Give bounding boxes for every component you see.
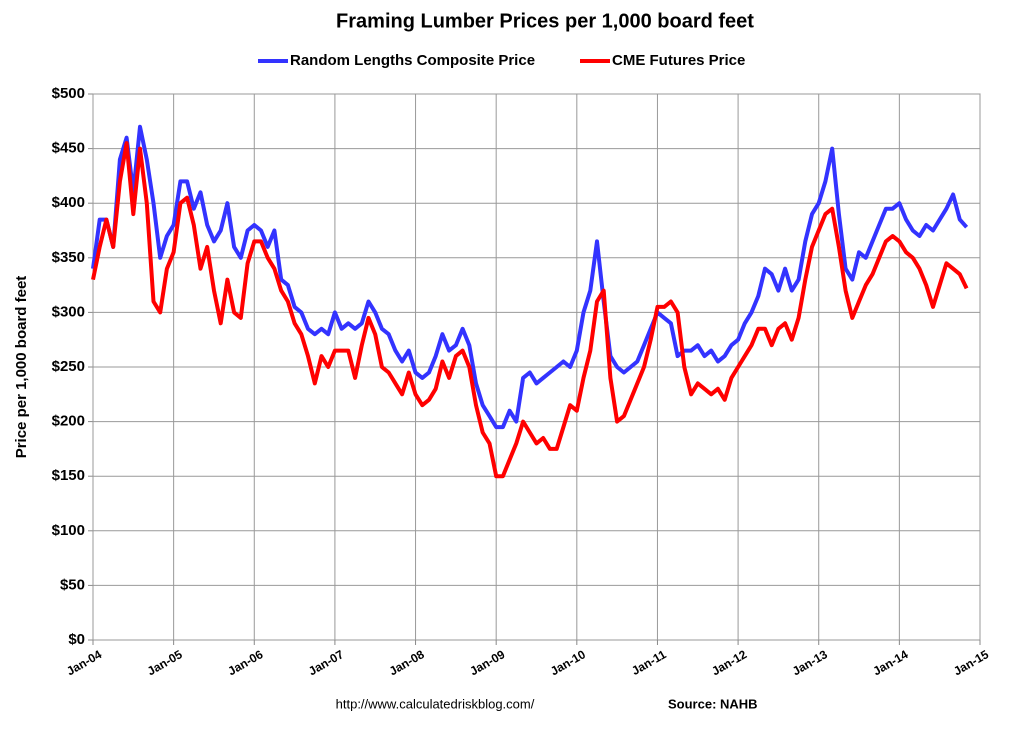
legend-label: CME Futures Price: [612, 52, 745, 69]
x-tick-label: Jan-05: [145, 647, 185, 678]
y-tick-label: $0: [68, 631, 85, 648]
series-line: [91, 124, 969, 430]
x-tick-label: Jan-06: [225, 647, 265, 678]
x-tick-label: Jan-13: [790, 647, 830, 678]
y-tick-label: $300: [52, 303, 85, 320]
x-tick-label: Jan-12: [709, 647, 749, 678]
x-tick-label: Jan-11: [629, 647, 669, 678]
y-tick-label: $150: [52, 467, 85, 484]
y-tick-label: $500: [52, 85, 85, 102]
y-tick-label: $250: [52, 358, 85, 375]
source-note: Source: NAHB: [668, 696, 758, 711]
x-tick-label: Jan-09: [467, 647, 507, 678]
x-tick-label: Jan-07: [306, 647, 346, 678]
y-tick-label: $400: [52, 194, 85, 211]
y-axis-label: Price per 1,000 board feet: [13, 276, 30, 459]
x-tick-label: Jan-04: [64, 647, 104, 678]
x-tick-label: Jan-10: [548, 647, 588, 678]
y-tick-label: $450: [52, 140, 85, 157]
x-tick-label: Jan-15: [951, 647, 991, 678]
y-tick-label: $50: [60, 576, 85, 593]
y-tick-label: $200: [52, 413, 85, 430]
url-note: http://www.calculatedriskblog.com/: [336, 696, 535, 711]
y-tick-label: $100: [52, 522, 85, 539]
x-tick-label: Jan-14: [871, 647, 911, 678]
series-line: [91, 141, 969, 479]
x-tick-label: Jan-08: [387, 647, 427, 678]
y-tick-label: $350: [52, 249, 85, 266]
legend-label: Random Lengths Composite Price: [290, 52, 535, 69]
chart-title: Framing Lumber Prices per 1,000 board fe…: [336, 10, 754, 32]
